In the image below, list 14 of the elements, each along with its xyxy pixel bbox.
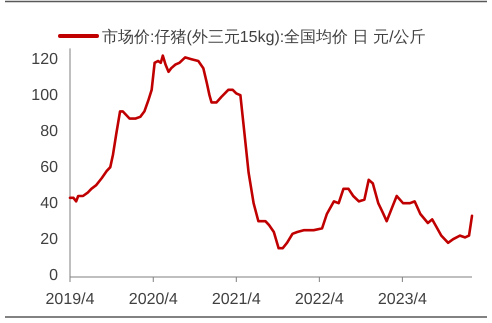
y-tick-label: 0	[49, 267, 58, 284]
x-tick-label: 2019/4	[46, 291, 95, 308]
x-tick-label: 2020/4	[128, 291, 178, 308]
y-tick-label: 60	[40, 159, 58, 176]
y-tick-label: 120	[31, 51, 58, 68]
y-tick-label: 80	[40, 123, 58, 140]
legend-label: 市场价:仔猪(外三元15kg):全国均价 日 元/公斤	[102, 28, 426, 46]
y-tick-label: 40	[40, 195, 58, 212]
x-tick-label: 2023/4	[378, 291, 427, 308]
line-series	[68, 54, 474, 250]
y-tick-label: 20	[40, 231, 58, 248]
x-tick-label: 2022/4	[294, 291, 344, 308]
y-tick-label: 100	[31, 87, 58, 104]
x-tick-label: 2021/4	[212, 291, 261, 308]
